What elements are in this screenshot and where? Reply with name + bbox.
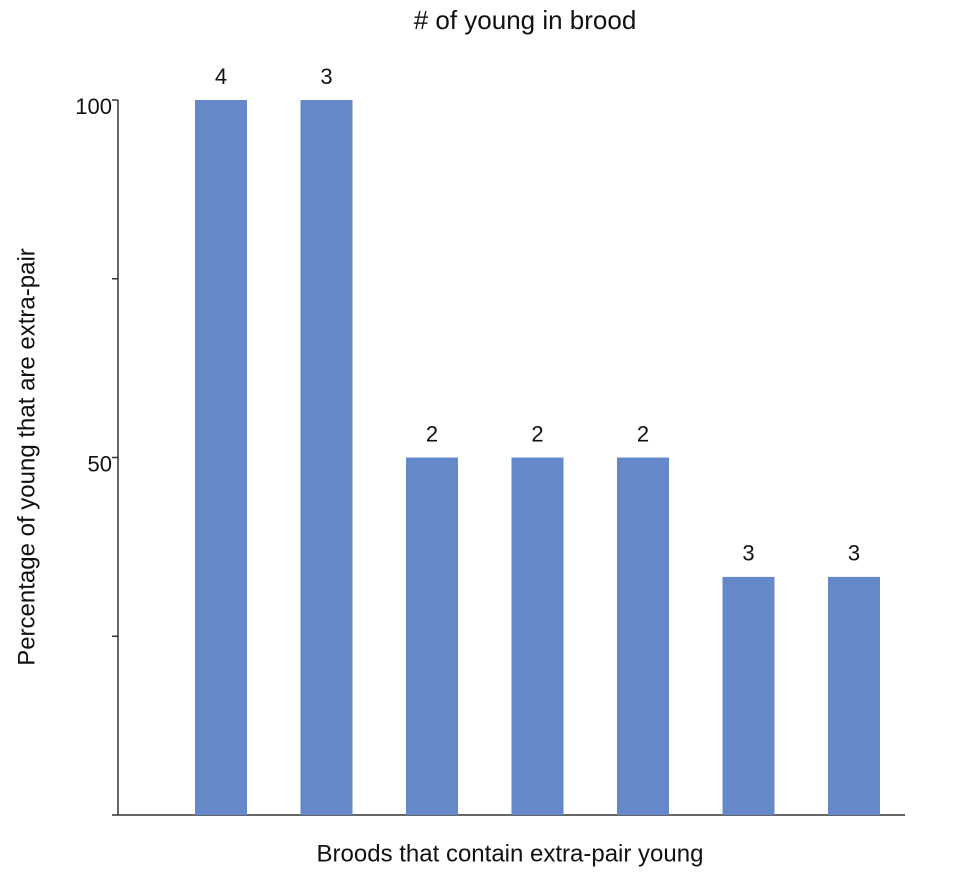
bar-annotation: 2	[637, 421, 649, 446]
chart-title: # of young in brood	[414, 5, 637, 35]
bar-annotation: 2	[531, 421, 543, 446]
y-tick-label: 100	[75, 94, 112, 119]
bar	[406, 457, 458, 815]
bar-annotation: 3	[742, 541, 754, 566]
bar	[300, 100, 353, 815]
bar	[722, 576, 775, 815]
y-tick-label: 50	[88, 451, 112, 476]
bar	[617, 457, 669, 815]
x-axis-label: Broods that contain extra-pair young	[317, 840, 704, 867]
bar-annotation: 3	[320, 64, 332, 89]
bar	[511, 457, 564, 815]
y-axis-label: Percentage of young that are extra-pair	[13, 248, 40, 666]
bar	[195, 100, 247, 815]
bar-annotation: 4	[215, 64, 227, 89]
bar-annotation: 3	[848, 541, 860, 566]
bar	[828, 576, 880, 815]
bar-annotation: 2	[426, 421, 438, 446]
